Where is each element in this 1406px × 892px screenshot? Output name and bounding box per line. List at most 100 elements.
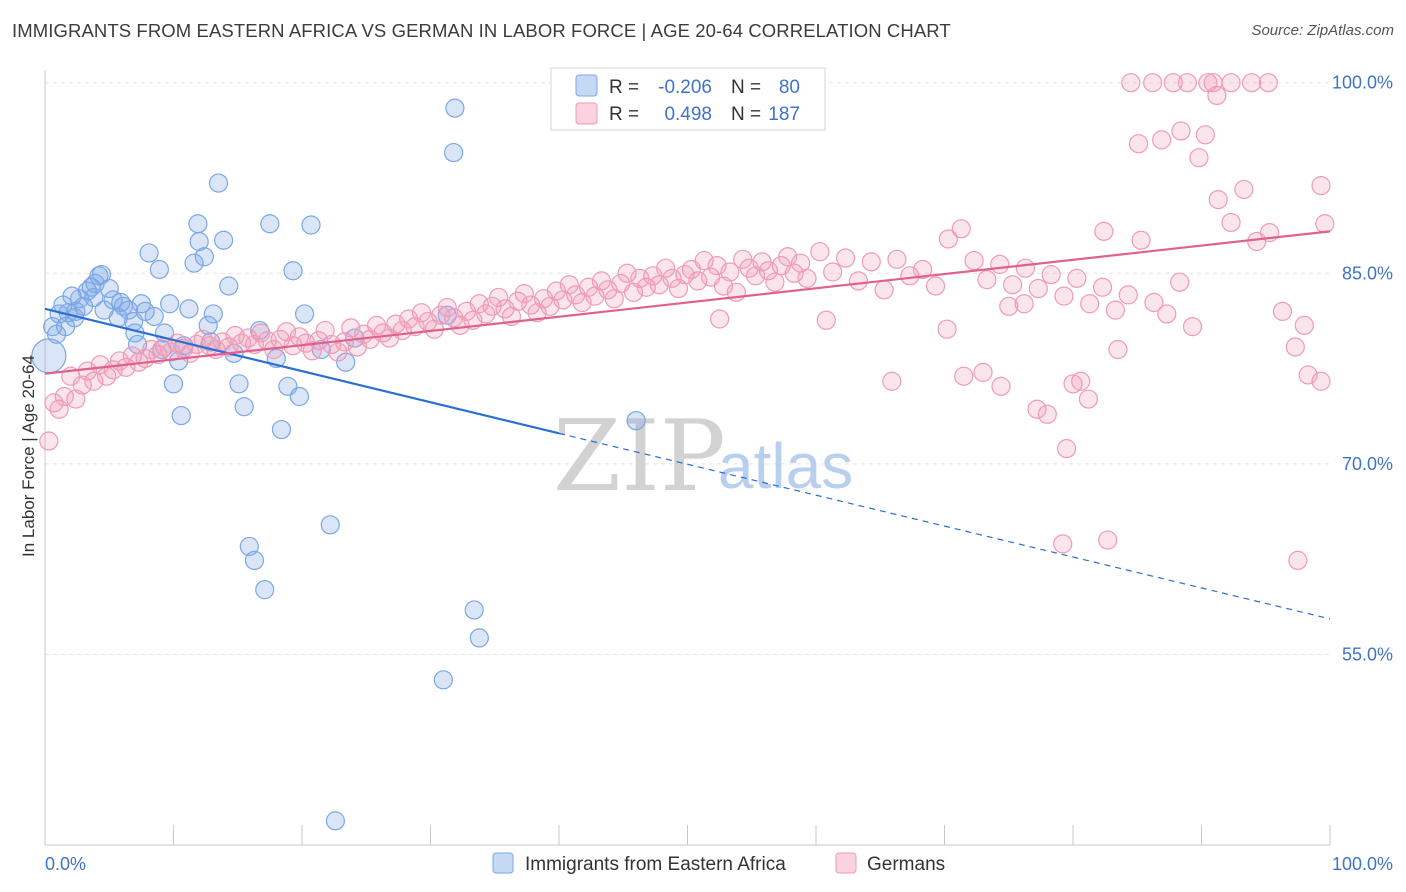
germans-point bbox=[1027, 399, 1047, 419]
germans-point bbox=[1054, 286, 1074, 306]
germans-point bbox=[758, 261, 779, 281]
y-tick-labels: 100.0% 85.0% 70.0% 55.0% bbox=[1332, 73, 1393, 665]
watermark: ZIP atlas bbox=[553, 400, 853, 514]
germans-point bbox=[1041, 264, 1061, 285]
germans-point bbox=[1015, 258, 1036, 278]
germans-point bbox=[1163, 73, 1183, 93]
germans-point bbox=[1028, 278, 1048, 299]
germans-point bbox=[1105, 300, 1126, 320]
eastern-africa-trend-line bbox=[44, 307, 560, 435]
germans-point bbox=[1311, 176, 1331, 196]
watermark-atlas: atlas bbox=[718, 430, 853, 502]
eastern-africa-point bbox=[283, 261, 303, 281]
germans-point bbox=[508, 291, 528, 311]
germans-point bbox=[1189, 148, 1209, 168]
series-legend: Immigrants from Eastern Africa Germans bbox=[492, 852, 945, 875]
germans-point bbox=[1221, 212, 1241, 233]
eastern-africa-point bbox=[163, 374, 184, 394]
eastern-africa-point bbox=[444, 142, 464, 163]
series-legend-swatch-germans bbox=[835, 852, 857, 874]
germans-point bbox=[874, 280, 894, 300]
germans-point bbox=[710, 309, 730, 329]
germans-point bbox=[823, 262, 843, 282]
eastern-africa-point bbox=[445, 98, 465, 118]
germans-point bbox=[1067, 268, 1087, 288]
germans-point bbox=[1071, 371, 1091, 391]
eastern-africa-point bbox=[301, 215, 321, 235]
germans-point bbox=[797, 268, 817, 288]
germans-point bbox=[938, 229, 958, 249]
germans-point bbox=[476, 304, 496, 324]
eastern-africa-point bbox=[188, 214, 208, 234]
germans-point bbox=[1288, 550, 1308, 571]
germans-point bbox=[1170, 272, 1190, 292]
eastern-africa-point bbox=[91, 264, 112, 285]
germans-point bbox=[835, 248, 856, 268]
germans-point bbox=[848, 271, 869, 291]
germans-point bbox=[315, 320, 335, 341]
germans-point bbox=[999, 296, 1019, 316]
germans-point bbox=[816, 310, 836, 330]
germans-point bbox=[328, 342, 348, 362]
germans-point bbox=[450, 315, 470, 335]
eastern-africa-point bbox=[294, 304, 315, 324]
series-eastern-africa-points bbox=[31, 73, 646, 831]
germans-point bbox=[49, 399, 69, 419]
eastern-africa-point bbox=[229, 374, 249, 394]
germans-point bbox=[1315, 214, 1335, 234]
eastern-africa-trend-extension bbox=[558, 432, 1331, 620]
germans-point bbox=[1121, 73, 1141, 93]
germans-point bbox=[964, 250, 984, 271]
x-tick-label-max: 100.0% bbox=[1332, 854, 1393, 874]
legend-n-value-1: 80 bbox=[779, 77, 800, 98]
eastern-africa-point bbox=[214, 230, 234, 250]
germans-point bbox=[746, 266, 766, 286]
germans-point bbox=[1294, 315, 1314, 335]
legend-swatch-eastern-africa bbox=[575, 74, 598, 97]
germans-point bbox=[765, 272, 785, 292]
germans-point bbox=[66, 389, 86, 409]
germans-point bbox=[882, 371, 902, 391]
legend-n-label-2: N = bbox=[731, 104, 761, 125]
germans-point bbox=[991, 376, 1011, 396]
eastern-africa-point bbox=[320, 515, 340, 535]
eastern-africa-point bbox=[289, 386, 310, 407]
watermark-zip: ZIP bbox=[553, 400, 726, 514]
germans-point bbox=[1311, 371, 1331, 391]
germans-point bbox=[1182, 317, 1203, 337]
eastern-africa-point bbox=[139, 243, 159, 263]
germans-point bbox=[1094, 221, 1114, 241]
legend-r-label-1: R = bbox=[609, 77, 639, 98]
chart-title: IMMIGRANTS FROM EASTERN AFRICA VS GERMAN… bbox=[12, 20, 951, 41]
germans-point bbox=[489, 287, 509, 308]
germans-point bbox=[656, 258, 676, 278]
eastern-africa-point bbox=[626, 411, 646, 431]
eastern-africa-point bbox=[149, 259, 169, 280]
germans-point bbox=[1144, 292, 1164, 313]
germans-point bbox=[44, 393, 64, 413]
germans-point bbox=[977, 270, 997, 290]
eastern-africa-point bbox=[469, 628, 489, 648]
eastern-africa-point bbox=[179, 299, 199, 319]
eastern-africa-point bbox=[260, 214, 280, 234]
y-axis-label: In Labor Force | Age 20-64 bbox=[19, 355, 38, 557]
series-legend-swatch-eastern-africa bbox=[492, 852, 514, 874]
germans-point bbox=[1171, 121, 1191, 141]
germans-point bbox=[1242, 73, 1262, 93]
germans-point bbox=[1037, 404, 1057, 424]
y-tick-label: 70.0% bbox=[1342, 454, 1393, 474]
germans-point bbox=[861, 252, 881, 272]
germans-point bbox=[1198, 73, 1218, 93]
germans-point bbox=[937, 319, 957, 339]
germans-point bbox=[951, 219, 971, 239]
series-germans-points bbox=[39, 73, 1335, 571]
legend-r-value-1: -0.206 bbox=[658, 77, 712, 98]
series-legend-label-germans: Germans bbox=[867, 854, 945, 875]
eastern-africa-point bbox=[433, 670, 453, 690]
germans-point bbox=[810, 242, 830, 262]
y-tick-label: 100.0% bbox=[1332, 73, 1393, 93]
eastern-africa-point bbox=[336, 352, 356, 372]
germans-point bbox=[437, 297, 457, 318]
legend-swatch-germans bbox=[575, 102, 598, 125]
germans-point bbox=[276, 322, 297, 342]
